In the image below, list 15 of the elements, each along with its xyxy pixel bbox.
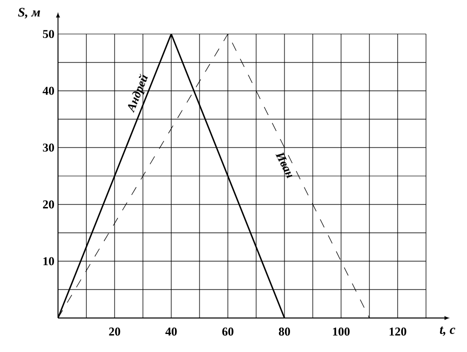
y-axis-title: S, м bbox=[18, 8, 40, 18]
x-tick-label: 20 bbox=[109, 328, 120, 336]
x-tick-label: 40 bbox=[165, 328, 177, 336]
y-tick-label: 40 bbox=[42, 86, 54, 95]
y-tick-label: 20 bbox=[42, 200, 54, 208]
text: Иван bbox=[276, 152, 292, 178]
x-tick-label: 120 bbox=[390, 328, 406, 336]
x-tick-label: 60 bbox=[222, 328, 234, 336]
x-tick-label: 100 bbox=[333, 328, 350, 336]
x-tick-label: 80 bbox=[278, 328, 290, 336]
text: Андрей bbox=[128, 74, 148, 113]
x-axis-title: t, с bbox=[440, 326, 456, 336]
y-tick-label: 10 bbox=[43, 257, 54, 266]
y-tick-label: 50 bbox=[42, 30, 54, 38]
y-tick-label: 30 bbox=[42, 144, 54, 152]
